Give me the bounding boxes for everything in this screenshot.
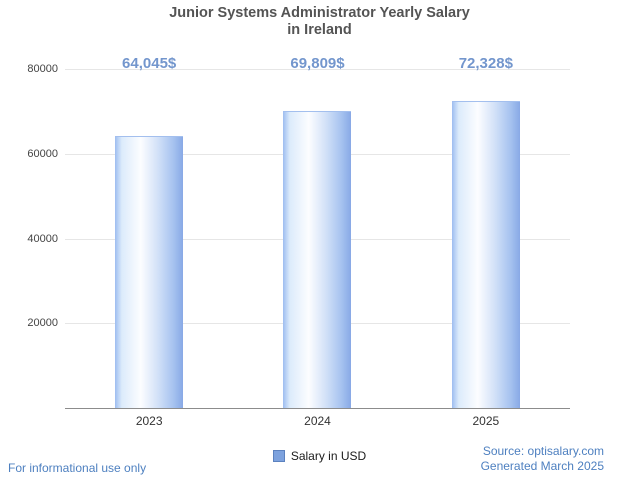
- y-tick-label: 80000: [27, 63, 58, 75]
- legend-swatch-icon: [272, 450, 285, 462]
- chart-title: Junior Systems Administrator Yearly Sala…: [0, 5, 639, 39]
- y-tick-label: 20000: [27, 317, 58, 330]
- legend-label: Salary in USD: [290, 449, 367, 463]
- y-axis-labels: 20000 40000 60000 80000: [0, 63, 58, 408]
- chart-title-line1: Junior Systems Administrator Yearly Sala…: [169, 5, 470, 21]
- bars-container: [65, 69, 570, 408]
- x-tick-label-2023: 2023: [135, 414, 163, 428]
- salary-bar-2024: [283, 111, 352, 408]
- source-block: Source: optisalary.com Generated March 2…: [481, 444, 604, 474]
- value-labels-row: 64,045$ 69,809$ 72,328$: [65, 55, 570, 72]
- plot-area: 64,045$ 69,809$ 72,328$: [65, 55, 570, 409]
- gridline: [65, 69, 570, 70]
- bar-column-2024: [233, 69, 401, 408]
- salary-bar-2023: [115, 135, 184, 408]
- x-tick-label-2024: 2024: [304, 414, 331, 428]
- x-tick-label-2025: 2025: [472, 414, 500, 428]
- bar-column-2023: [65, 69, 233, 408]
- value-label-2025: 72,328$: [458, 55, 513, 72]
- legend: Salary in USD: [0, 449, 639, 463]
- value-label-2023: 64,045$: [122, 55, 177, 72]
- generated-text: Generated March 2025: [480, 459, 604, 473]
- bar-column-2025: [402, 69, 570, 408]
- disclaimer-text: For informational use only: [8, 461, 147, 475]
- source-text: Source: optisalary.com: [482, 444, 604, 458]
- salary-bar-2025: [451, 100, 520, 408]
- value-label-2024: 69,809$: [290, 55, 345, 72]
- y-tick-label: 40000: [27, 232, 58, 245]
- x-axis-labels: 2023 2024 2025: [65, 414, 570, 428]
- y-tick-label: 60000: [27, 147, 58, 160]
- chart-title-line2: in Ireland: [287, 22, 352, 38]
